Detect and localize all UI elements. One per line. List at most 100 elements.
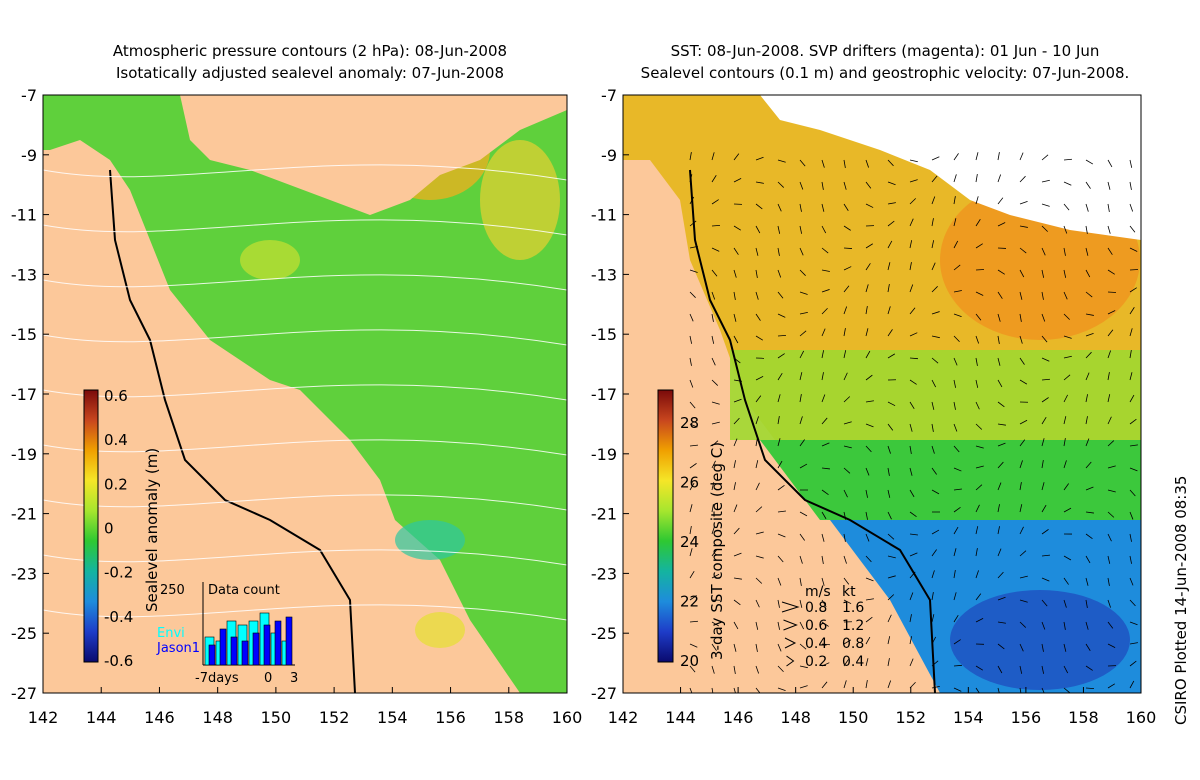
velocity-legend-ms: 0.6 [805, 618, 827, 634]
velocity-vector [1019, 152, 1024, 161]
velocity-vector [755, 395, 762, 403]
velocity-vector [865, 680, 868, 689]
velocity-vector [1041, 335, 1048, 343]
velocity-vector [843, 577, 850, 585]
velocity-vector [1107, 394, 1111, 403]
velocity-vector [1063, 394, 1068, 403]
y-tick-label: -21 [591, 505, 617, 524]
velocity-legend-rows: 0.8 1.6 0.6 1.2 0.4 0.8 0.2 0.4 [781, 600, 864, 670]
right-sst-band-mid [730, 350, 1141, 440]
velocity-vector [1063, 599, 1067, 608]
velocity-vector [843, 181, 847, 190]
velocity-vector [1107, 533, 1112, 542]
velocity-vector [1107, 247, 1113, 255]
velocity-vector [777, 416, 780, 425]
velocity-vector [1019, 200, 1028, 205]
velocity-vector [689, 357, 692, 366]
velocity-vector [1041, 291, 1044, 300]
velocity-vector [931, 467, 937, 475]
velocity-vector [1041, 687, 1045, 693]
velocity-vector [711, 313, 714, 322]
velocity-vector [1107, 683, 1116, 689]
y-tick-label: -9 [601, 146, 617, 165]
velocity-vector [865, 636, 871, 645]
velocity-vector [1085, 599, 1088, 608]
velocity-vector [1063, 335, 1072, 339]
velocity-vector [953, 467, 962, 472]
velocity-vector [777, 577, 782, 586]
velocity-vector [777, 334, 787, 337]
velocity-vector [953, 357, 958, 366]
velocity-vector [1041, 438, 1045, 447]
velocity-vector [1019, 460, 1023, 469]
velocity-vector [975, 379, 979, 388]
velocity-vector [777, 665, 784, 673]
velocity-vector [1063, 577, 1069, 585]
y-tick-label: -17 [11, 385, 37, 404]
velocity-vector [997, 548, 1002, 557]
velocity-legend-arrow [781, 601, 800, 613]
right-y-axis: -7 -9 -11 -13 -15 -17 -19 -21 -23 -25 -27 [591, 86, 629, 703]
left-high-anomaly-blob-2 [480, 140, 560, 260]
x-tick-label: 152 [319, 708, 350, 727]
velocity-legend-arrow [786, 655, 795, 667]
velocity-vector [865, 467, 870, 476]
velocity-vector [1129, 350, 1132, 359]
right-title-line1: SST: 08-Jun-2008. SVP drifters (magenta)… [670, 42, 1100, 60]
velocity-vector [799, 621, 805, 630]
velocity-vector [799, 439, 805, 447]
velocity-vector [1085, 372, 1090, 381]
velocity-vector [1085, 416, 1088, 425]
velocity-vector [1019, 665, 1023, 674]
velocity-vector [953, 379, 956, 388]
left-map-title: Atmospheric pressure contours (2 hPa): 0… [40, 40, 580, 84]
velocity-vector [1063, 483, 1070, 491]
velocity-vector [689, 269, 698, 273]
velocity-vector [689, 291, 696, 298]
velocity-vector [953, 218, 957, 227]
velocity-vector [755, 665, 760, 674]
inset-bar-jason1 [241, 640, 249, 666]
velocity-vector [1107, 555, 1111, 564]
velocity-vector [909, 658, 914, 667]
velocity-vector [843, 372, 848, 381]
y-tick-label: -21 [11, 505, 37, 524]
velocity-vector [711, 504, 714, 513]
pressure-contour [43, 439, 567, 456]
velocity-vector [931, 218, 934, 227]
velocity-vector [1107, 489, 1116, 493]
velocity-vector [1085, 181, 1091, 189]
velocity-vector [1019, 621, 1027, 628]
velocity-vector [909, 489, 915, 498]
velocity-vector [799, 511, 808, 517]
velocity-vector [1129, 307, 1135, 315]
y-tick-label: -19 [11, 445, 37, 464]
velocity-vector [799, 416, 803, 425]
credit-text: CSIRO Plotted 14-Jun-2008 08:35 [1172, 475, 1190, 725]
velocity-vector [1019, 269, 1025, 278]
velocity-vector [821, 159, 825, 168]
velocity-vector [711, 335, 715, 344]
right-map-panel[interactable] [623, 95, 1141, 696]
velocity-vector [711, 421, 720, 425]
velocity-vector [843, 285, 850, 293]
velocity-vector [975, 465, 984, 469]
velocity-vector [755, 460, 759, 469]
velocity-vector [821, 467, 830, 470]
velocity-vector [777, 533, 786, 538]
velocity-vector [711, 199, 719, 205]
right-cold-patch [950, 590, 1130, 690]
velocity-vector [733, 621, 739, 630]
velocity-vector [1063, 555, 1072, 561]
velocity-vector [1085, 643, 1091, 651]
inset-bar-jason1 [274, 620, 282, 666]
velocity-vector [1107, 440, 1115, 447]
inset-bar-jason1 [219, 628, 227, 666]
velocity-vector [755, 482, 760, 491]
left-map-panel[interactable] [43, 95, 567, 693]
velocity-vector [975, 504, 980, 513]
velocity-vector [755, 247, 759, 256]
velocity-vector [799, 269, 806, 276]
velocity-vector [689, 152, 692, 161]
left-high-anomaly-blob-3 [240, 240, 300, 280]
